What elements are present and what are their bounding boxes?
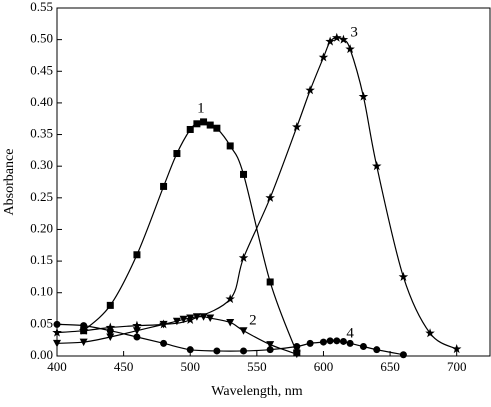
annotation: 3	[350, 25, 358, 41]
marker-star	[318, 52, 329, 62]
marker-circle	[53, 320, 61, 328]
y-tick-label: 0.10	[30, 284, 53, 299]
marker-star	[185, 314, 195, 324]
marker-square	[266, 278, 274, 286]
marker-triangle	[226, 318, 235, 327]
marker-triangle	[179, 315, 188, 324]
marker-square	[226, 142, 234, 150]
y-tick-label: 0.00	[30, 347, 53, 362]
marker-circle	[266, 346, 274, 354]
marker-circle	[160, 339, 168, 347]
y-tick-label: 0.55	[30, 0, 53, 14]
y-tick-label: 0.45	[30, 62, 53, 77]
marker-triangle	[292, 350, 301, 359]
marker-circle	[80, 322, 88, 330]
marker-star	[305, 85, 315, 95]
marker-star	[332, 32, 342, 42]
marker-square	[206, 121, 214, 129]
marker-star	[225, 294, 235, 304]
marker-star	[158, 319, 169, 329]
marker-star	[132, 320, 142, 330]
marker-star	[292, 121, 302, 131]
plot-frame	[56, 7, 491, 357]
x-tick-label: 700	[447, 359, 467, 374]
marker-circle	[399, 351, 407, 359]
series-line	[56, 37, 457, 350]
marker-circle	[186, 346, 194, 354]
marker-circle	[213, 347, 221, 355]
y-tick-label: 0.40	[30, 94, 53, 109]
marker-triangle	[132, 327, 141, 335]
marker-star	[425, 328, 435, 338]
marker-triangle	[53, 339, 61, 348]
marker-star	[372, 161, 382, 171]
marker-triangle	[172, 317, 181, 326]
marker-triangle	[79, 338, 88, 347]
marker-circle	[133, 333, 141, 341]
annotation: 4	[346, 325, 354, 341]
marker-circle	[106, 327, 114, 335]
marker-circle	[346, 339, 354, 347]
x-tick-label: 450	[114, 359, 134, 374]
marker-star	[52, 327, 62, 337]
marker-triangle	[206, 314, 215, 323]
marker-star	[265, 192, 275, 202]
marker-star	[338, 34, 349, 44]
marker-circle	[333, 337, 341, 345]
marker-star	[345, 44, 355, 54]
marker-star	[238, 252, 249, 262]
x-tick-label: 650	[380, 359, 400, 374]
y-tick-label: 0.50	[30, 31, 53, 46]
y-tick-label: 0.15	[30, 252, 53, 267]
marker-star	[325, 36, 335, 46]
y-tick-label: 0.30	[30, 157, 53, 172]
y-tick-label: 0.35	[30, 126, 53, 141]
y-axis-label: Absorbance	[2, 149, 17, 216]
marker-star	[358, 91, 369, 101]
marker-circle	[326, 337, 334, 345]
y-tick-label: 0.25	[30, 189, 53, 204]
marker-circle	[319, 338, 327, 346]
x-axis-label: Wavelength, nm	[211, 384, 303, 399]
marker-circle	[306, 339, 314, 347]
marker-square	[173, 150, 181, 158]
marker-star	[451, 344, 462, 354]
marker-triangle	[106, 333, 115, 342]
x-tick-label: 400	[47, 359, 67, 374]
marker-circle	[240, 347, 248, 355]
marker-square	[160, 182, 168, 190]
marker-circle	[293, 343, 301, 351]
x-tick-label: 550	[247, 359, 267, 374]
marker-square	[106, 301, 114, 309]
marker-star	[78, 325, 89, 335]
marker-circle	[339, 337, 347, 345]
x-tick-label: 500	[180, 359, 200, 374]
annotation: 1	[197, 101, 205, 117]
marker-square	[213, 124, 221, 132]
marker-square	[240, 170, 248, 178]
annotation: 2	[249, 313, 257, 329]
marker-square	[200, 118, 208, 126]
marker-triangle	[266, 341, 275, 349]
marker-star	[105, 322, 116, 332]
marker-circle	[359, 343, 367, 351]
y-tick-label: 0.20	[30, 220, 53, 235]
marker-square	[186, 125, 194, 133]
marker-triangle	[239, 327, 248, 335]
x-tick-label: 600	[314, 359, 334, 374]
marker-star	[398, 271, 409, 281]
marker-circle	[373, 346, 381, 354]
marker-square	[193, 120, 201, 128]
y-tick-label: 0.05	[30, 315, 53, 330]
marker-square	[133, 251, 141, 259]
